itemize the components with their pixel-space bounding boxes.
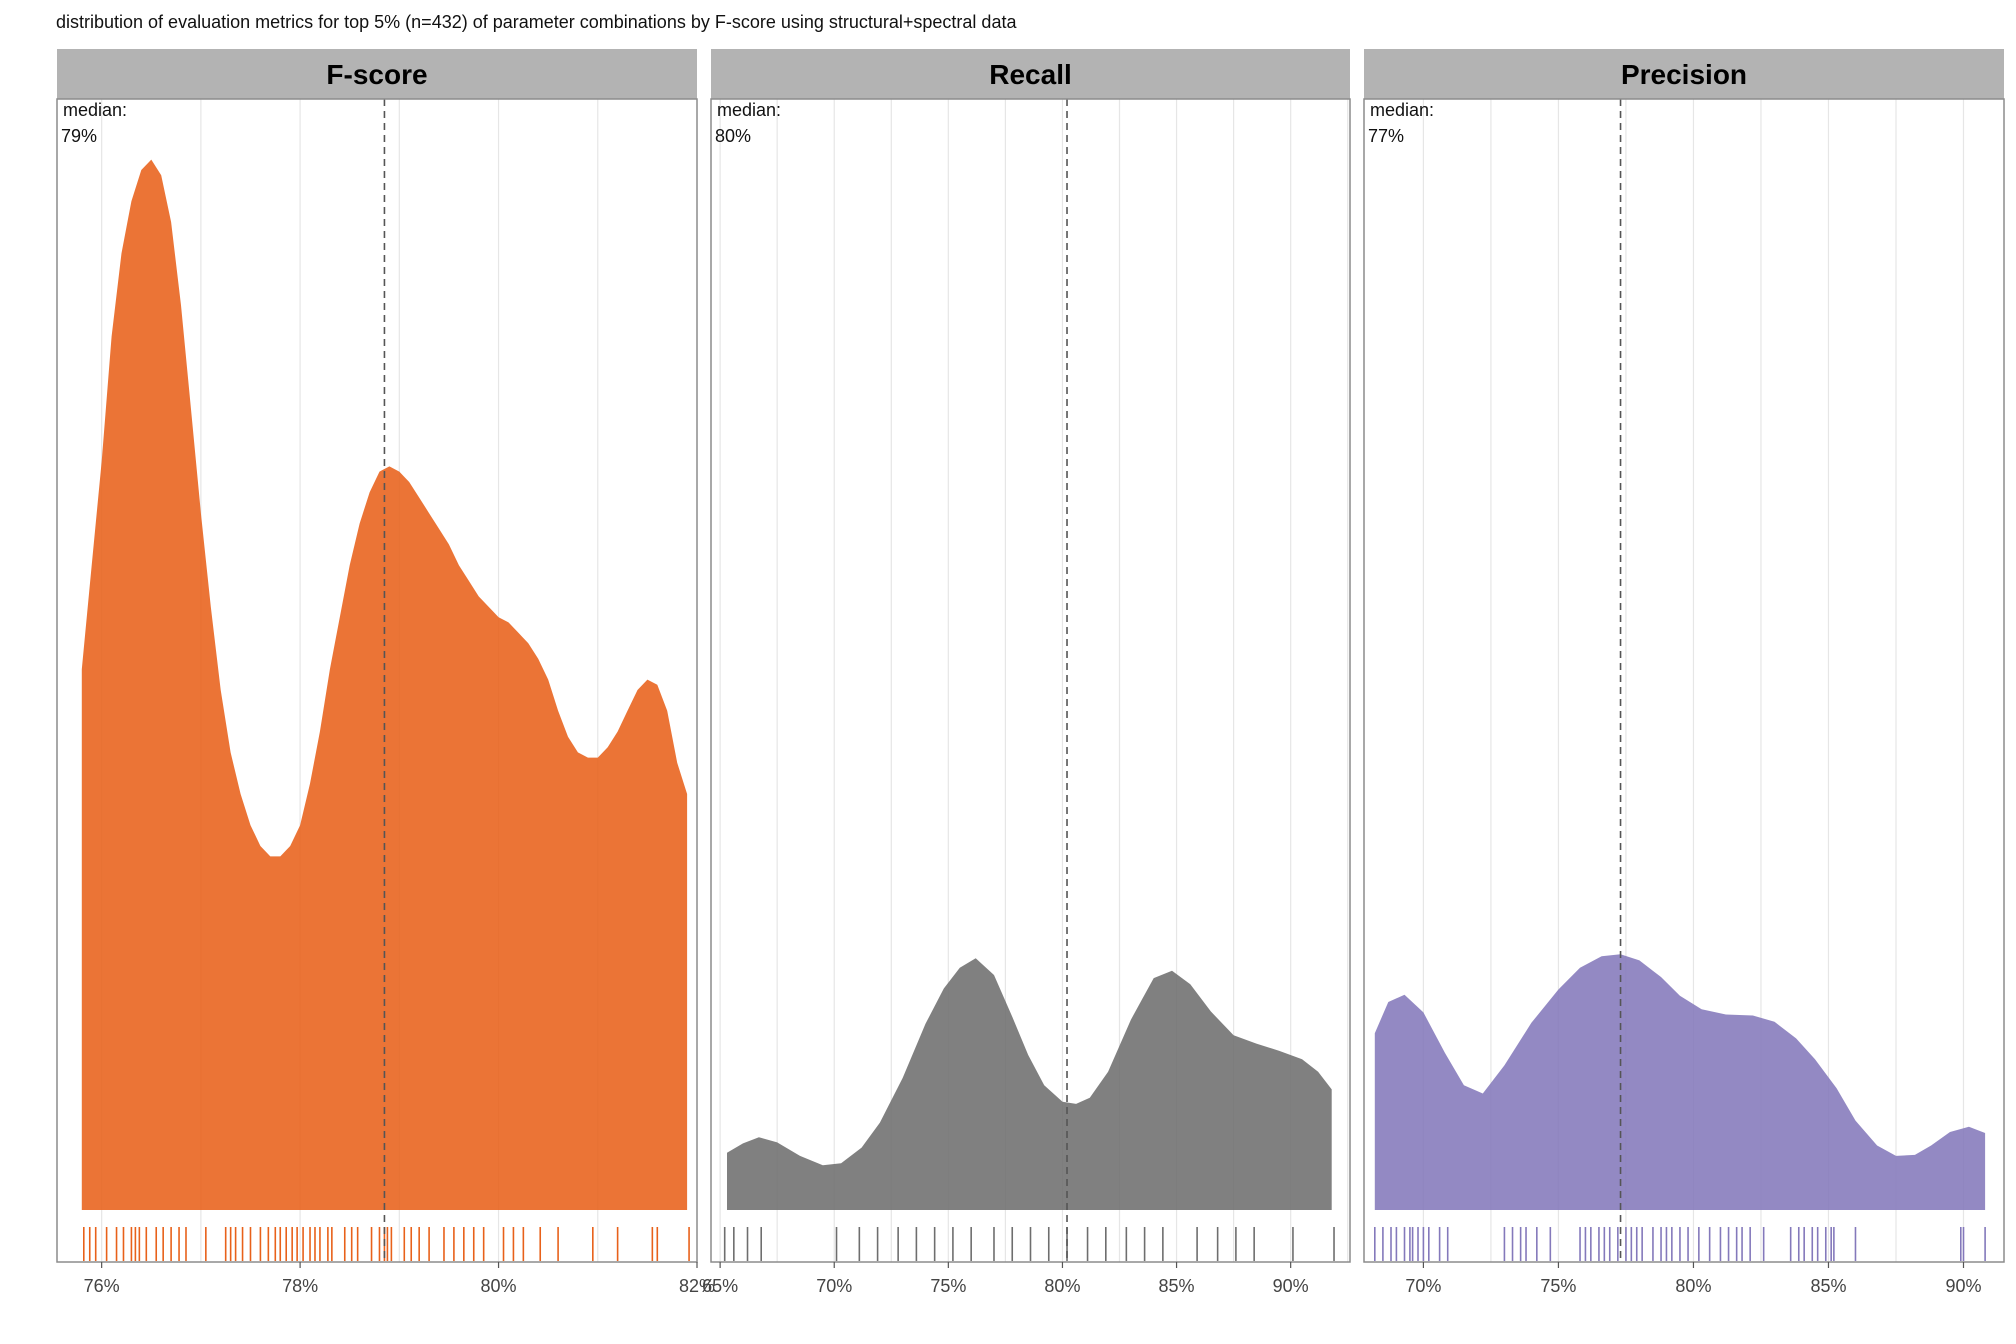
panel-recall: Recall median: 80% 65% 70% 75% 80% 85% 90% xyxy=(702,49,1351,1296)
density-area xyxy=(727,958,1332,1210)
panel-f-score: F-score median: 79% 76% 78% 80% 82% xyxy=(56,49,715,1296)
x-tick-label: 75% xyxy=(930,1276,966,1296)
median-label: median: xyxy=(717,100,781,120)
panel-strip xyxy=(57,49,697,99)
density-area xyxy=(81,159,688,1211)
x-tick-label: 82% xyxy=(679,1276,715,1296)
x-tick-label: 76% xyxy=(84,1276,120,1296)
x-tick-label: 65% xyxy=(702,1276,738,1296)
panel-border xyxy=(710,98,1351,1263)
x-tick-label: 85% xyxy=(1159,1276,1195,1296)
panel-precision: Precision median: 77% 70% 75% 80% 85% 90% xyxy=(1363,49,2005,1296)
x-tick-label: 80% xyxy=(1044,1276,1080,1296)
panel-border xyxy=(56,98,698,1263)
chart-title: distribution of evaluation metrics for t… xyxy=(56,12,1017,32)
x-tick-label: 90% xyxy=(1273,1276,1309,1296)
panel-strip xyxy=(1364,49,2004,99)
median-label: median: xyxy=(1370,100,1434,120)
median-value: 77% xyxy=(1368,126,1404,146)
density-area xyxy=(1374,954,1986,1210)
median-label: median: xyxy=(63,100,127,120)
panel-strip xyxy=(711,49,1350,99)
panel-strip-label: Recall xyxy=(989,59,1072,90)
panel-strip-label: F-score xyxy=(326,59,427,90)
x-tick-label: 85% xyxy=(1810,1276,1846,1296)
panel-strip-label: Precision xyxy=(1621,59,1747,90)
x-tick-label: 70% xyxy=(1405,1276,1441,1296)
x-tick-label: 70% xyxy=(816,1276,852,1296)
x-tick-label: 80% xyxy=(481,1276,517,1296)
median-value: 79% xyxy=(61,126,97,146)
median-value: 80% xyxy=(715,126,751,146)
x-tick-label: 90% xyxy=(1945,1276,1981,1296)
x-tick-label: 80% xyxy=(1675,1276,1711,1296)
x-tick-label: 78% xyxy=(282,1276,318,1296)
x-tick-label: 75% xyxy=(1540,1276,1576,1296)
panel-border xyxy=(1363,98,2005,1263)
